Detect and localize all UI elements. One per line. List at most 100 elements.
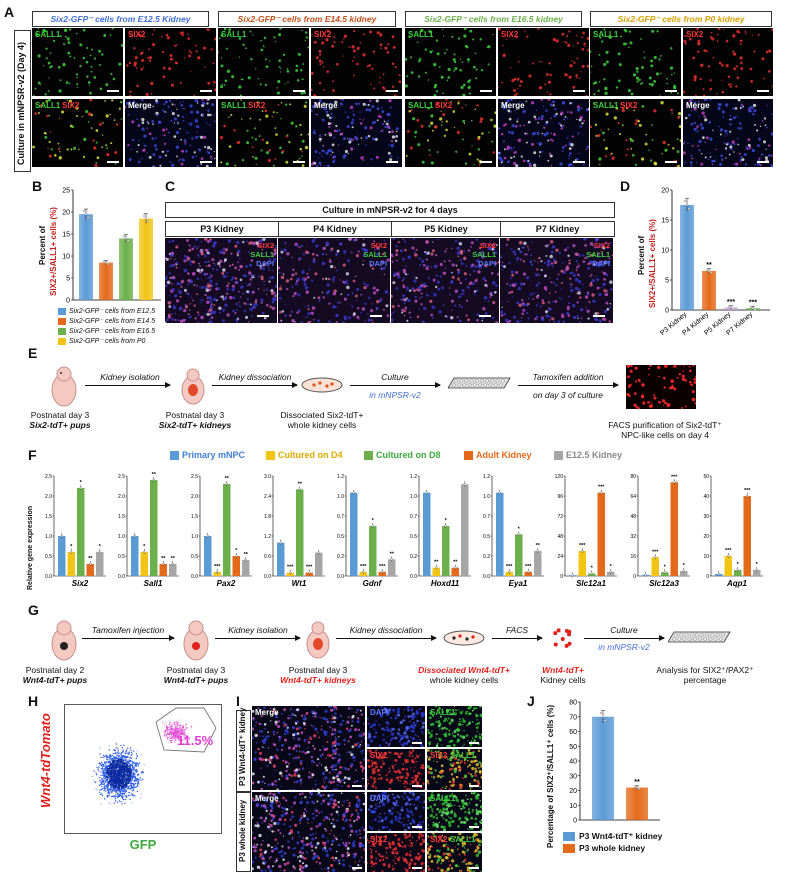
- tick-label: 0.2: [410, 554, 417, 560]
- micrograph-a: SALL1 SIX2: [590, 99, 681, 167]
- legend-swatch: [464, 451, 473, 460]
- scale-bar: [573, 161, 585, 163]
- bar: [515, 534, 523, 576]
- micrograph-a: SIX2: [125, 28, 216, 96]
- legend-text: Six2-GFP⁻ cells from E12.5: [69, 308, 156, 315]
- scale-bar: [370, 315, 382, 317]
- panel-c-channel-legend: SIX2 SALL1 DAPI: [472, 241, 496, 268]
- kidney-icon: [181, 368, 205, 405]
- tick-label: 40: [569, 759, 577, 766]
- tick-label: 3.0: [264, 474, 271, 480]
- tick-label: 1.0: [337, 494, 344, 500]
- significance-stars: ***: [725, 548, 732, 554]
- scale-bar: [665, 90, 677, 92]
- micrograph-a: SALL1 SIX2: [32, 99, 123, 167]
- tick-label: 1.8: [264, 514, 271, 520]
- sall1-label: SALL1: [408, 30, 434, 39]
- panel-label-c: C: [165, 178, 176, 194]
- tick-label: 1.0: [483, 494, 490, 500]
- tick-label: 24: [557, 554, 563, 560]
- tick-label: 0.5: [118, 554, 125, 560]
- e-step-4: Tamoxifen addition: [532, 372, 604, 382]
- micrograph-a: SALL1: [405, 28, 496, 96]
- significance-stars: ***: [671, 474, 678, 480]
- pup-icon-g2: [183, 620, 209, 661]
- dapi-label: DAPI: [592, 259, 610, 268]
- bar: [369, 526, 377, 576]
- tick-label: 72: [557, 514, 563, 520]
- significance-stars: ***: [306, 565, 313, 571]
- significance-stars: ***: [598, 485, 605, 491]
- panel-c-channel-legend: SIX2 SALL1 DAPI: [363, 241, 387, 268]
- tick-label: 0.0: [337, 574, 344, 580]
- tick-label: 0.5: [45, 554, 52, 560]
- e-step-3b: in mNPSR-v2: [369, 390, 421, 400]
- gene-label: Hoxd11: [431, 579, 460, 588]
- dapi-label: DAPI: [370, 708, 390, 717]
- panel-f-legend: Primary mNPC Cultured on D4 Cultured on D8…: [170, 450, 730, 462]
- e-arrow-3: [350, 382, 441, 388]
- micrograph-i: Merge: [252, 706, 365, 790]
- legend-swatch: [58, 327, 66, 335]
- panel-i-row2-label: P3 whole kidney: [238, 799, 247, 862]
- g-cap2b: Wnt4-tdT+ pups: [163, 675, 229, 685]
- significance-stars: **: [298, 481, 303, 487]
- tick-label: 0.7: [483, 514, 490, 520]
- legend-text: Cultured on D4: [278, 450, 343, 460]
- g-cap2a: Postnatal day 3: [166, 665, 226, 675]
- e-cap3b: whole kidney cells: [287, 420, 357, 430]
- dapi-label: DAPI: [478, 259, 496, 268]
- significance-stars: ***: [525, 564, 532, 570]
- legend-item: P3 Wnt4-tdT⁺ kidney: [563, 830, 763, 842]
- g-cap1b: Wnt4-tdT+ pups: [22, 675, 88, 685]
- bar: [204, 536, 212, 576]
- well-plate-icon-g: [668, 631, 731, 643]
- tick-label: 15: [62, 232, 70, 239]
- sall1-label: SALL1: [450, 835, 476, 844]
- g-step-5: Culture: [610, 625, 638, 635]
- bar: [442, 526, 450, 576]
- six2-label: SIX2: [128, 30, 146, 39]
- scale-bar: [573, 90, 585, 92]
- micrograph-a: Merge: [125, 99, 216, 167]
- six2-label: SIX2: [370, 241, 387, 250]
- e-cap4b: NPC-like cells on day 4: [621, 430, 709, 440]
- significance-stars: *: [372, 518, 375, 524]
- legend-swatch: [563, 843, 575, 853]
- significance-stars: *: [664, 564, 667, 570]
- g-step-3: Kidney dissociation: [349, 625, 423, 635]
- well-plate-icon: [448, 377, 511, 389]
- tick-label: 0.0: [45, 574, 52, 580]
- significance-stars: *: [99, 544, 102, 550]
- scale-bar: [352, 867, 362, 869]
- tick-label: 2.5: [118, 474, 125, 480]
- six2-label: SIX2: [370, 751, 388, 760]
- bar: [724, 556, 732, 576]
- tick-label: 0: [66, 298, 70, 305]
- micrograph-a: SALL1: [590, 28, 681, 96]
- panel-j-ylabel: Percentage of SIX2⁺/SALL1⁺ cells (%): [546, 704, 555, 848]
- g-cap5a: Wnt4-tdT+: [542, 665, 584, 675]
- bar: [296, 489, 304, 576]
- tick-label: 20: [661, 188, 669, 195]
- tick-label: 0.2: [483, 554, 490, 560]
- tick-label: 2.5: [191, 474, 198, 480]
- e-cap4a-text: FACS purification of Six2-tdT⁺: [608, 420, 722, 430]
- panel-j-chart: 0 10 20 30 40 50 60 70 80 **: [569, 700, 660, 825]
- sall1-label: SALL1: [472, 250, 496, 259]
- panel-b-chart: 0 5 10 15 20 25: [62, 188, 161, 305]
- pup-icon-g1: [51, 620, 77, 661]
- tick-label: 1.2: [264, 534, 271, 540]
- panel-h-facs-plot: [64, 704, 222, 834]
- tick-label: 40: [703, 494, 709, 500]
- g-cap5b: Kidney cells: [540, 675, 586, 685]
- gene-label: Slc12a1: [576, 579, 606, 588]
- significance-stars: *: [683, 563, 686, 569]
- tick-label: 64: [630, 494, 636, 500]
- tick-label: 2.0: [118, 494, 125, 500]
- tick-label: 1.2: [483, 474, 490, 480]
- tick-label: 32: [630, 534, 636, 540]
- legend-text: E12.5 Kidney: [566, 450, 623, 460]
- sall1-label: SALL1: [250, 250, 274, 259]
- significance-stars: **: [225, 476, 230, 482]
